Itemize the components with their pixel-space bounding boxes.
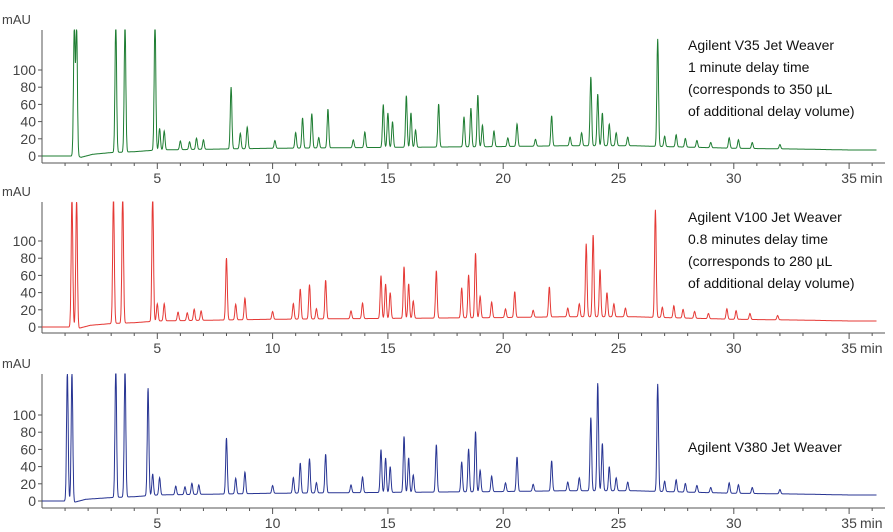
x-tick-label: 15 xyxy=(380,340,396,356)
annotation-line: of additional delay volume) xyxy=(688,103,855,119)
y-tick-label: 20 xyxy=(20,131,36,147)
annotation-line: Agilent V100 Jet Weaver xyxy=(688,209,842,225)
x-tick-label: 25 xyxy=(611,340,627,356)
x-tick-label: 15 xyxy=(380,170,396,186)
y-axis-label: mAU xyxy=(2,12,31,27)
y-tick-label: 100 xyxy=(13,233,37,249)
annotation-line: of additional delay volume) xyxy=(688,275,855,291)
x-tick-label: 30 xyxy=(726,340,742,356)
x-tick-label: 5 xyxy=(153,170,161,186)
annotation-line: 0.8 minutes delay time xyxy=(688,231,828,247)
x-tick-label: 10 xyxy=(265,170,281,186)
x-tick-label: 25 xyxy=(611,515,627,531)
y-tick-label: 20 xyxy=(20,302,36,318)
chromatogram-trace xyxy=(42,29,877,158)
x-tick-label: 5 xyxy=(153,340,161,356)
x-tick-label: 20 xyxy=(495,515,511,531)
x-tick-label: 20 xyxy=(495,170,511,186)
y-axis-label: mAU xyxy=(2,184,31,199)
y-tick-label: 80 xyxy=(20,424,36,440)
x-tick-label: 30 xyxy=(726,170,742,186)
y-tick-label: 80 xyxy=(20,79,36,95)
y-tick-label: 0 xyxy=(28,493,36,509)
y-tick-label: 40 xyxy=(20,285,36,301)
y-tick-label: 40 xyxy=(20,114,36,130)
x-axis-unit: min xyxy=(860,515,883,531)
x-tick-label: 35 xyxy=(841,515,857,531)
x-tick-label: 35 xyxy=(841,170,857,186)
y-axis-label: mAU xyxy=(2,356,31,371)
x-tick-label: 20 xyxy=(495,340,511,356)
x-tick-label: 10 xyxy=(265,340,281,356)
annotation-line: 1 minute delay time xyxy=(688,59,810,75)
x-tick-label: 30 xyxy=(726,515,742,531)
x-axis-unit: min xyxy=(860,340,883,356)
y-tick-label: 60 xyxy=(20,267,36,283)
annotation-line: Agilent V35 Jet Weaver xyxy=(688,37,834,53)
y-tick-label: 100 xyxy=(13,407,37,423)
chromatogram-trace xyxy=(42,373,877,503)
annotation-line: (corresponds to 280 µL xyxy=(688,253,832,269)
annotation-line: Agilent V380 Jet Weaver xyxy=(688,439,842,455)
y-tick-label: 40 xyxy=(20,459,36,475)
y-tick-label: 80 xyxy=(20,250,36,266)
chromatogram-trace xyxy=(42,201,877,329)
x-tick-label: 10 xyxy=(265,515,281,531)
y-tick-label: 20 xyxy=(20,476,36,492)
x-tick-label: 25 xyxy=(611,170,627,186)
x-tick-label: 15 xyxy=(380,515,396,531)
annotation-line: (corresponds to 350 µL xyxy=(688,81,832,97)
y-tick-label: 60 xyxy=(20,441,36,457)
x-tick-label: 5 xyxy=(153,515,161,531)
y-tick-label: 60 xyxy=(20,96,36,112)
x-tick-label: 35 xyxy=(841,340,857,356)
y-tick-label: 100 xyxy=(13,62,37,78)
y-tick-label: 0 xyxy=(28,319,36,335)
y-tick-label: 0 xyxy=(28,148,36,164)
x-axis-unit: min xyxy=(860,170,883,186)
